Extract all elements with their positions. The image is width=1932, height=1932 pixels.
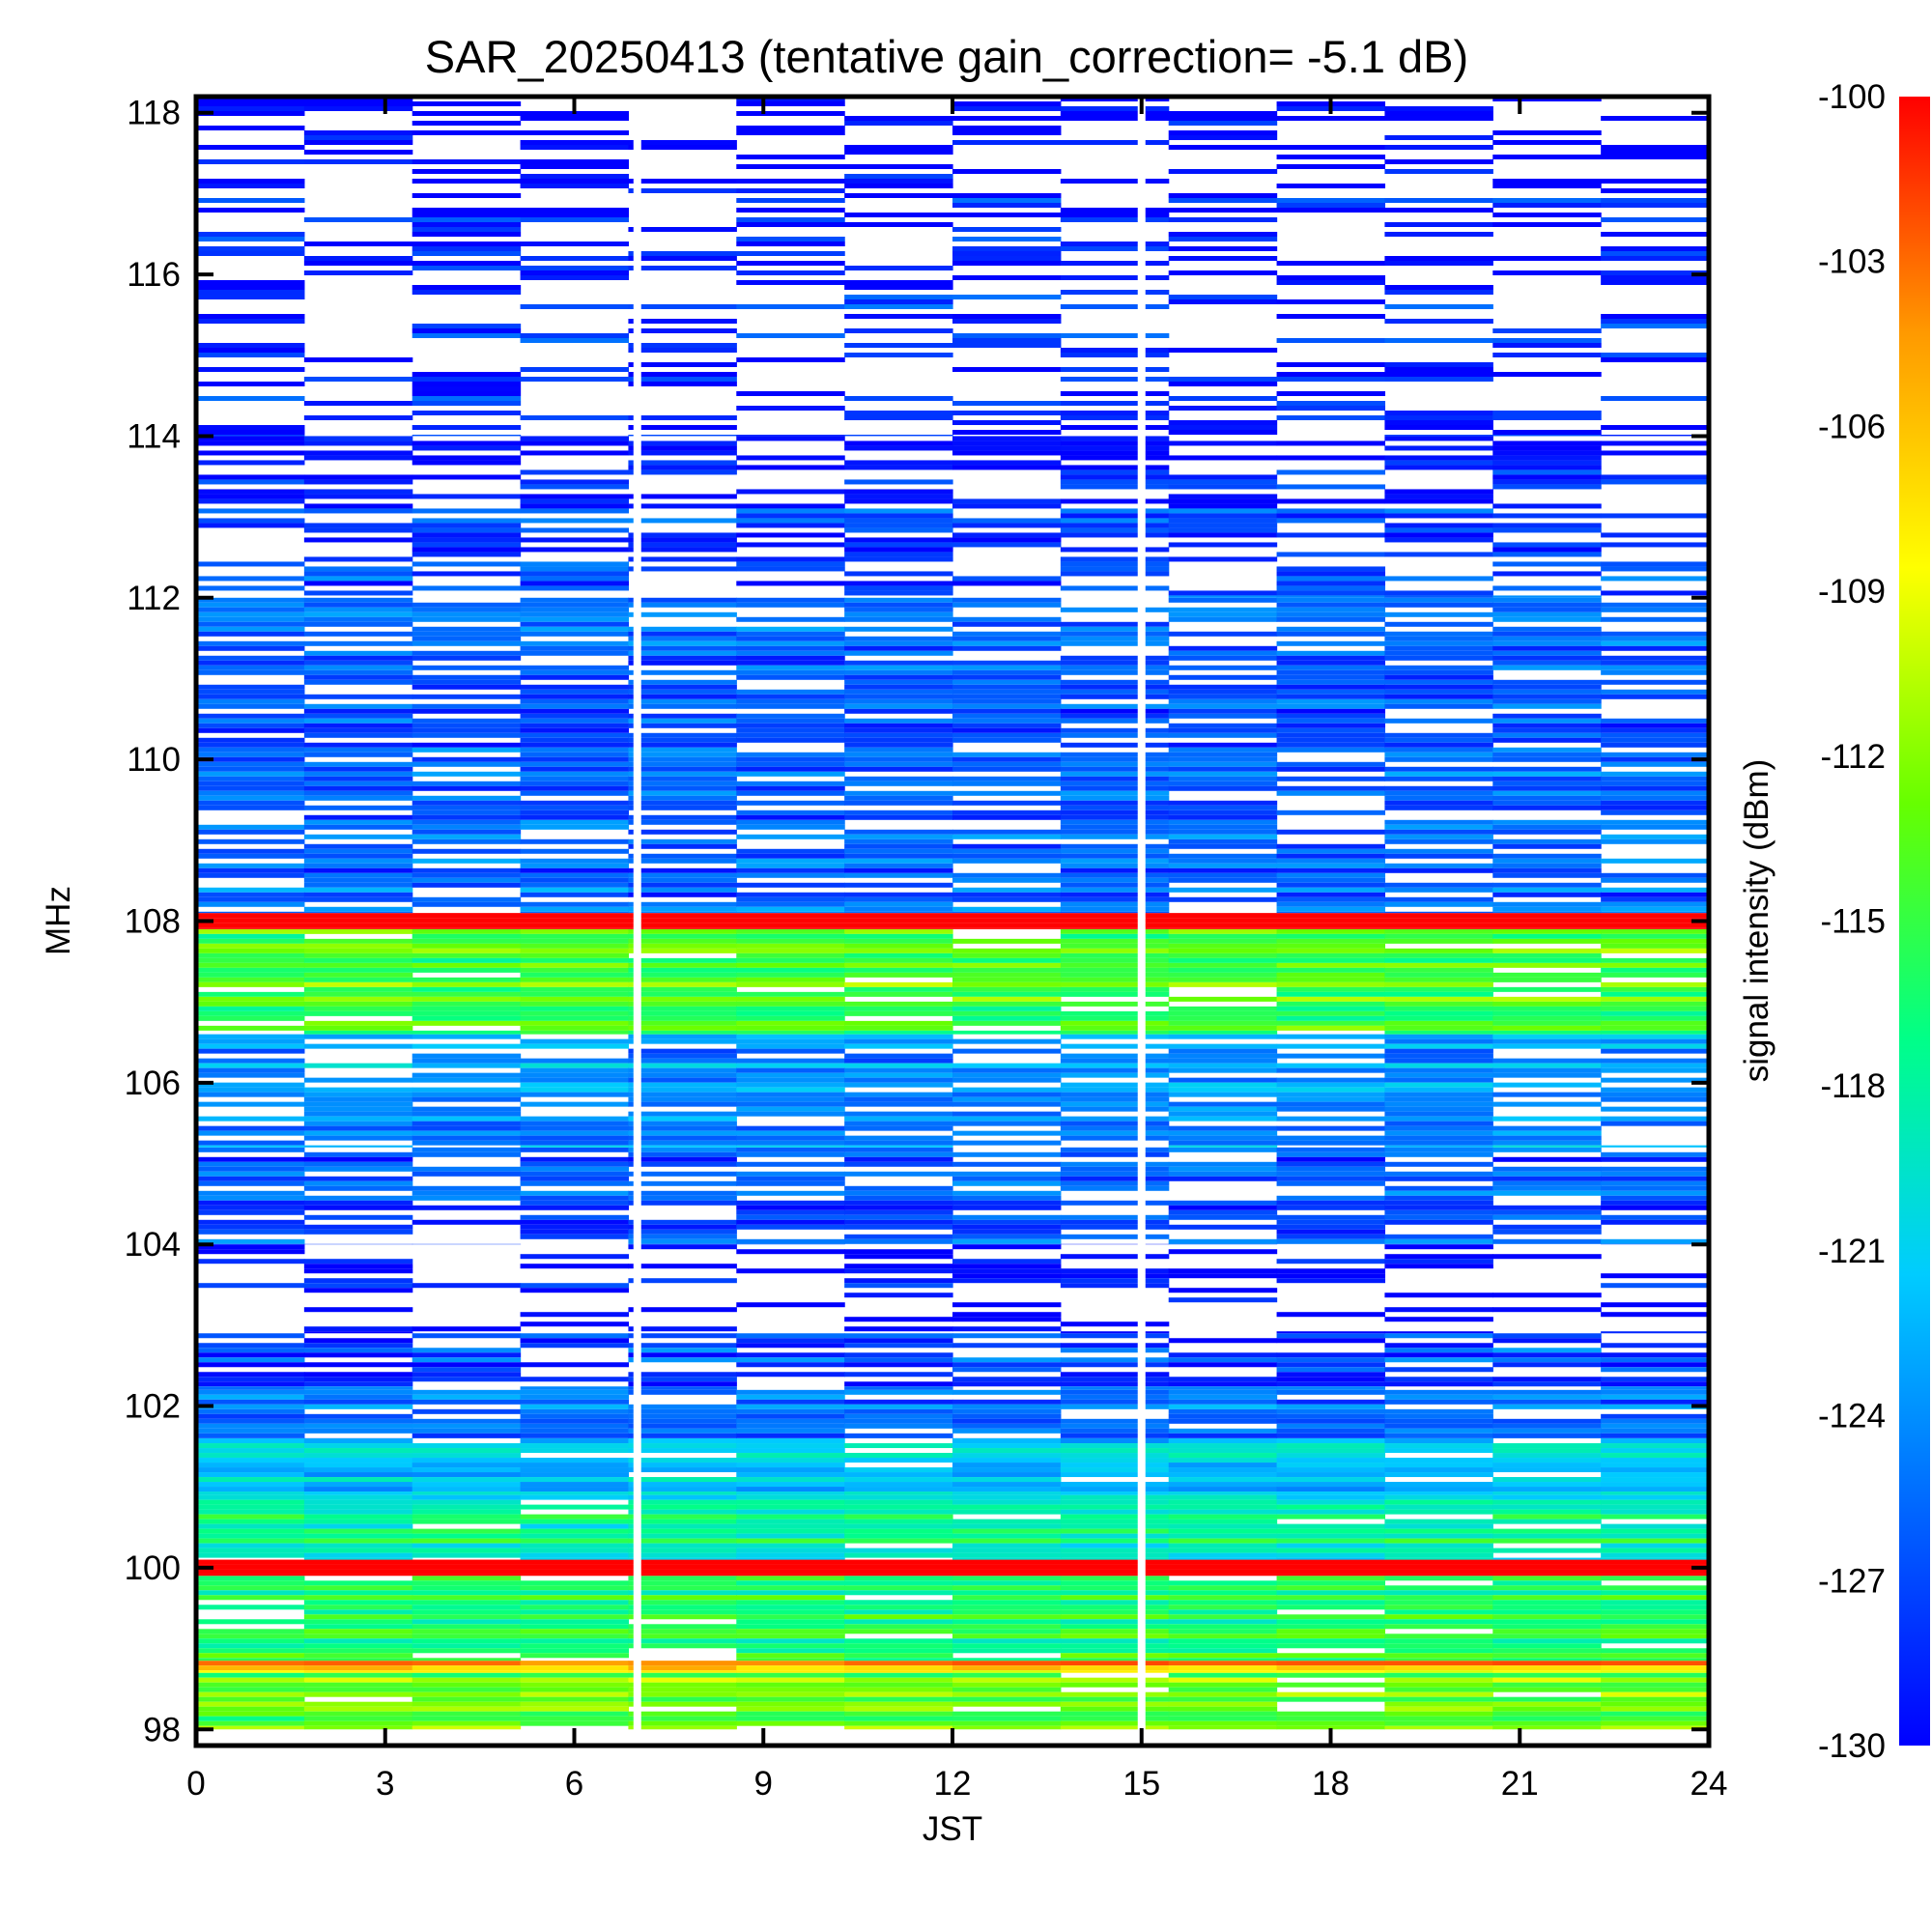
x-tick-label: 15 xyxy=(1122,1765,1160,1803)
colorbar-tick-label: -115 xyxy=(1821,903,1886,941)
colorbar-tick-label: -118 xyxy=(1821,1067,1886,1105)
x-tick-label: 18 xyxy=(1312,1765,1350,1803)
colorbar-tick-label: -127 xyxy=(1818,1562,1886,1600)
y-axis: 98 100 102 104 106 108 110 112 114 116 118 xyxy=(125,95,1709,1748)
frequency-band-1 xyxy=(196,1661,1710,1673)
colorbar: -100 -103 -106 -109 -112 -115 -118 -121 -124 -127… xyxy=(1738,78,1930,1765)
x-tick-label: 21 xyxy=(1501,1765,1539,1803)
colorbar-gradient xyxy=(1899,97,1930,1746)
colorbar-tick-label: -121 xyxy=(1818,1233,1886,1270)
x-axis: 0 3 6 9 12 15 18 21 24 xyxy=(186,97,1727,1803)
y-tick-label: 98 xyxy=(143,1711,181,1748)
colorbar-tick-label: -103 xyxy=(1818,243,1886,281)
x-tick-label: 9 xyxy=(754,1765,773,1803)
frequency-band-4 xyxy=(196,1494,1710,1560)
frequency-band-8 xyxy=(196,1244,1710,1334)
colorbar-label: signal intensity (dBm) xyxy=(1738,759,1776,1083)
y-tick-label: 100 xyxy=(125,1549,181,1587)
y-tick-label: 104 xyxy=(125,1226,181,1264)
frequency-band-0 xyxy=(196,1672,1710,1730)
colorbar-tick-label: -100 xyxy=(1818,78,1886,116)
frequency-band-3 xyxy=(196,1559,1709,1577)
frequency-band-10 xyxy=(196,1034,1710,1148)
frequency-band-12 xyxy=(196,913,1709,929)
y-axis-label: MHz xyxy=(40,886,77,955)
colorbar-tick-label: -106 xyxy=(1818,408,1886,445)
frequency-band-6 xyxy=(196,1389,1710,1439)
colorbar-tick-label: -109 xyxy=(1818,573,1886,611)
x-tick-label: 6 xyxy=(565,1765,583,1803)
x-tick-label: 24 xyxy=(1690,1765,1728,1803)
y-tick-label: 110 xyxy=(127,741,181,779)
y-tick-label: 116 xyxy=(127,256,181,294)
data-gap-1 xyxy=(1137,97,1146,1746)
colorbar-tick-label: -130 xyxy=(1818,1727,1886,1765)
frequency-band-13 xyxy=(196,597,1710,914)
band-layer xyxy=(196,97,1710,1730)
x-tick-label: 0 xyxy=(186,1765,205,1803)
frequency-band-5 xyxy=(196,1438,1710,1495)
x-tick-label: 12 xyxy=(934,1765,972,1803)
x-tick-label: 3 xyxy=(376,1765,394,1803)
y-tick-label: 106 xyxy=(125,1065,181,1102)
y-tick-label: 102 xyxy=(125,1388,181,1426)
data-gap-layer xyxy=(633,97,1146,1746)
data-gap-0 xyxy=(633,97,641,1746)
colorbar-ticks: -100 -103 -106 -109 -112 -115 -118 -121 -124 -127… xyxy=(1818,78,1886,1765)
frequency-band-9 xyxy=(196,1147,1710,1245)
x-axis-label: JST xyxy=(923,1810,982,1848)
frequency-band-11 xyxy=(196,928,1710,1035)
chart-title: SAR_20250413 (tentative gain_correction=… xyxy=(425,31,1468,82)
y-tick-label: 118 xyxy=(127,95,181,132)
colorbar-tick-label: -112 xyxy=(1821,738,1886,776)
frequency-band-15 xyxy=(196,97,1710,437)
colorbar-tick-label: -124 xyxy=(1818,1398,1886,1435)
frequency-band-7 xyxy=(196,1333,1710,1390)
y-tick-label: 114 xyxy=(127,417,181,455)
heatmap-area xyxy=(196,97,1710,1746)
frequency-band-14 xyxy=(196,436,1710,598)
y-tick-label: 108 xyxy=(125,903,181,941)
y-tick-label: 112 xyxy=(127,580,181,617)
frequency-band-2 xyxy=(196,1576,1710,1662)
